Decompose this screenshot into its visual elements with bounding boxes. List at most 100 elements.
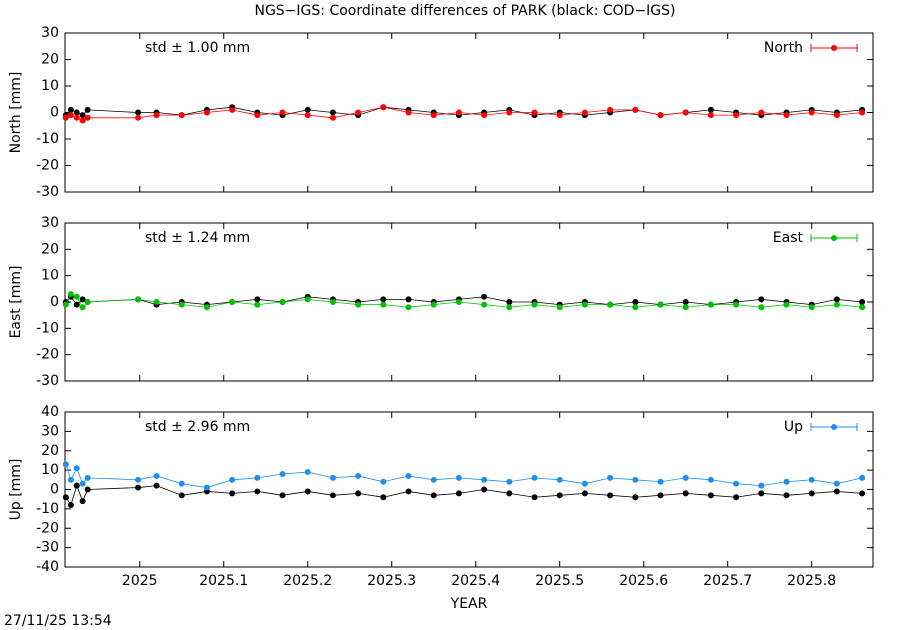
data-point [607,106,614,113]
data-point [758,296,765,303]
legend-marker [831,424,837,430]
y-tick-label: -10 [36,501,59,517]
data-point [632,299,639,305]
data-point [405,472,412,479]
data-point [733,494,740,501]
data-point [254,488,261,495]
plot-frame [64,411,874,568]
y-tick-label: -30 [36,184,59,200]
data-point [481,476,488,483]
data-point [859,109,866,116]
data-point [153,472,160,479]
plot-frame [64,222,874,382]
data-point [657,492,664,499]
legend-marker [831,235,837,241]
data-point [531,109,538,116]
data-point [733,480,740,487]
data-point [632,476,639,483]
data-point [73,465,80,472]
data-point [682,109,689,116]
data-point [304,112,311,119]
data-point [405,296,412,303]
legend-label: North [764,40,803,56]
data-point [329,299,336,305]
data-point [73,482,80,489]
data-point [135,109,142,116]
y-tick-label: 30 [41,215,59,231]
data-point [455,474,462,481]
data-point [657,112,664,119]
data-point [808,476,815,483]
data-point [833,296,840,303]
data-point [783,478,790,485]
data-point [783,112,790,119]
data-point [229,106,236,113]
data-point [430,301,437,308]
series-line [65,106,863,121]
data-point [304,296,311,303]
y-tick-label: -20 [36,520,59,536]
data-point [808,490,815,497]
data-point [733,112,740,119]
x-tick-label: 2025.6 [619,573,668,589]
data-point [355,472,362,479]
y-tick-label: 30 [41,423,59,439]
y-tick-label: 40 [41,404,59,420]
data-point [84,486,91,493]
data-point [329,492,336,499]
data-point [506,299,513,305]
data-point [153,112,160,119]
data-point [682,490,689,497]
data-point [380,296,387,303]
data-point [607,474,614,481]
data-point [632,304,639,311]
data-point [405,488,412,495]
data-point [254,301,261,308]
chart-title: NGS−IGS: Coordinate differences of PARK … [254,3,675,19]
data-point [67,291,74,298]
data-point [73,109,80,116]
data-point [430,492,437,499]
data-point [73,301,80,308]
annotation: std ± 1.00 mm [145,40,250,56]
data-point [79,498,86,505]
data-point [279,109,286,116]
data-point [203,304,210,311]
data-point [607,492,614,499]
data-point [783,492,790,499]
data-point [859,474,866,481]
plot-frame [64,32,874,193]
data-point [355,490,362,497]
data-point [135,296,142,303]
data-point [135,114,142,121]
data-point [329,109,336,116]
data-point [657,301,664,308]
data-point [153,482,160,489]
data-point [707,476,714,483]
data-point [833,480,840,487]
y-tick-label: 10 [41,78,59,94]
data-point [67,502,74,508]
data-point [481,301,488,308]
data-point [707,112,714,119]
data-point [79,304,86,311]
x-tick-label: 2025.2 [283,573,332,589]
y-tick-label: -20 [36,158,59,174]
data-point [254,112,261,119]
data-point [62,114,69,121]
y-tick-label: 0 [50,294,59,310]
x-tick-label: 2025.7 [703,573,752,589]
data-point [581,301,588,308]
data-point [73,114,80,121]
data-point [556,476,563,483]
annotation: std ± 2.96 mm [145,419,250,435]
x-tick-label: 2025.3 [367,573,416,589]
x-tick-label: 2025.4 [451,573,500,589]
data-point [62,461,69,468]
data-point [430,476,437,483]
data-point [304,106,311,113]
data-point [808,109,815,116]
data-point [481,112,488,119]
data-point [329,474,336,481]
